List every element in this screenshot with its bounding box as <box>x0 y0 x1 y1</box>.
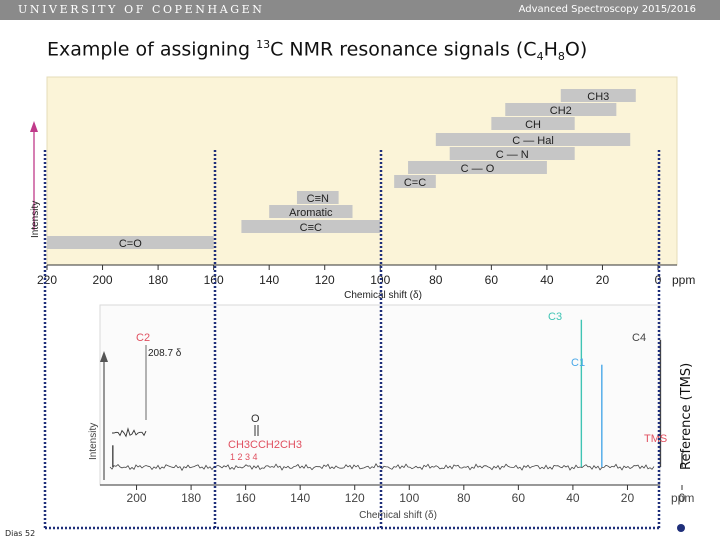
shift-x-tick-label: 180 <box>148 273 168 287</box>
shift-range-label: C=O <box>119 238 142 250</box>
shift-x-tick-label: 140 <box>259 273 279 287</box>
spectrum-x-tick-label: 120 <box>345 491 365 505</box>
shift-x-tick-label: 60 <box>485 273 499 287</box>
course-name: Advanced Spectroscopy 2015/2016 <box>518 4 696 15</box>
shift-x-tick-label: 200 <box>93 273 113 287</box>
spectrum-x-unit: ppm <box>671 491 694 505</box>
shift-range-label: C — Hal <box>512 135 554 147</box>
title-sub-8: 8 <box>557 50 565 64</box>
spectrum-x-tick-label: 60 <box>512 491 526 505</box>
molecule-formula: CH3CCH2CH3 <box>228 439 302 451</box>
title-sub-4: 4 <box>536 50 544 64</box>
spectrum-x-tick-label: 80 <box>457 491 471 505</box>
title-text-mid: C NMR resonance signals (C <box>270 38 537 61</box>
shift-range-label: Aromatic <box>289 207 333 219</box>
shift-range-bar <box>435 133 631 146</box>
spectrum-baseline <box>109 462 655 472</box>
spectrum-intensity-arrowhead <box>100 351 108 362</box>
shift-range-label: C — O <box>461 163 495 175</box>
shift-range-label: C≡N <box>307 193 329 205</box>
shift-x-axis-title: Chemical shift (δ) <box>344 290 422 301</box>
peak-label-c4: C4 <box>632 332 646 344</box>
molecule-numbering: 1 2 3 4 <box>230 452 258 462</box>
peak-note-c2: 208.7 δ <box>148 348 182 359</box>
reference-label: Reference (TMS) <box>679 363 694 470</box>
spectrum-x-tick-label: 100 <box>399 491 419 505</box>
shift-range-bar <box>408 161 547 174</box>
spectrum-x-tick-label: 0 <box>679 491 686 505</box>
peak-label-c3: C3 <box>548 311 562 323</box>
shift-range-label: C — N <box>496 149 529 161</box>
peak-label-tms: TMS <box>644 433 667 445</box>
shift-range-bar <box>47 236 214 249</box>
spectrum-x-tick-label: 160 <box>236 491 256 505</box>
title-end: O) <box>564 38 588 61</box>
shift-range-bar <box>241 220 381 233</box>
title-h: H <box>543 38 558 61</box>
spectrum-x-tick-label: 20 <box>621 491 635 505</box>
shift-x-unit: ppm <box>672 273 695 287</box>
peak-label-c1: C1 <box>571 357 585 369</box>
shift-range-bar <box>296 191 339 204</box>
shift-range-bar <box>449 147 575 160</box>
spectrum-x-tick-label: 140 <box>290 491 310 505</box>
shift-range-label: CH2 <box>550 105 572 117</box>
shift-range-label: C≡C <box>300 222 322 234</box>
shift-x-tick-label: 120 <box>315 273 335 287</box>
shift-x-tick-label: 40 <box>540 273 554 287</box>
shift-range-label: CH3 <box>587 91 609 103</box>
peak-label-c2: C2 <box>136 332 150 344</box>
title-text: Example of assigning <box>47 38 257 61</box>
shift-range-bar <box>269 205 353 218</box>
title-isotope: 13 <box>256 38 271 51</box>
shift-x-tick-label: 80 <box>429 273 443 287</box>
shift-y-axis-title: Intensity <box>30 201 41 238</box>
shift-intensity-arrowhead <box>30 121 38 132</box>
shift-range-bar <box>505 103 617 116</box>
shift-x-tick-label: 20 <box>596 273 610 287</box>
shift-range-bar <box>560 89 636 102</box>
shift-range-bar <box>491 117 575 130</box>
spectrum-x-tick-label: 40 <box>566 491 580 505</box>
shift-range-label: CH <box>525 119 541 131</box>
slide-title: Example of assigning 13C NMR resonance s… <box>47 38 587 63</box>
spectrum-x-tick-label: 200 <box>127 491 147 505</box>
university-name: UNIVERSITY OF COPENHAGEN <box>18 3 265 16</box>
spectrum-x-tick-label: 180 <box>181 491 201 505</box>
spectrum-y-axis-title: Intensity <box>88 423 99 460</box>
slide-number: Dias 52 <box>5 529 36 538</box>
shift-range-bar <box>394 175 436 188</box>
reference-dot <box>677 524 685 532</box>
spectrum-c2-inset <box>112 427 147 438</box>
header-bar: UNIVERSITY OF COPENHAGEN Advanced Spectr… <box>0 0 720 20</box>
shift-range-label: C=C <box>404 177 426 189</box>
molecule-carbonyl-o: O <box>251 413 260 425</box>
shift-x-tick-label: 220 <box>37 273 57 287</box>
spectrum-x-axis-title: Chemical shift (δ) <box>359 510 437 521</box>
